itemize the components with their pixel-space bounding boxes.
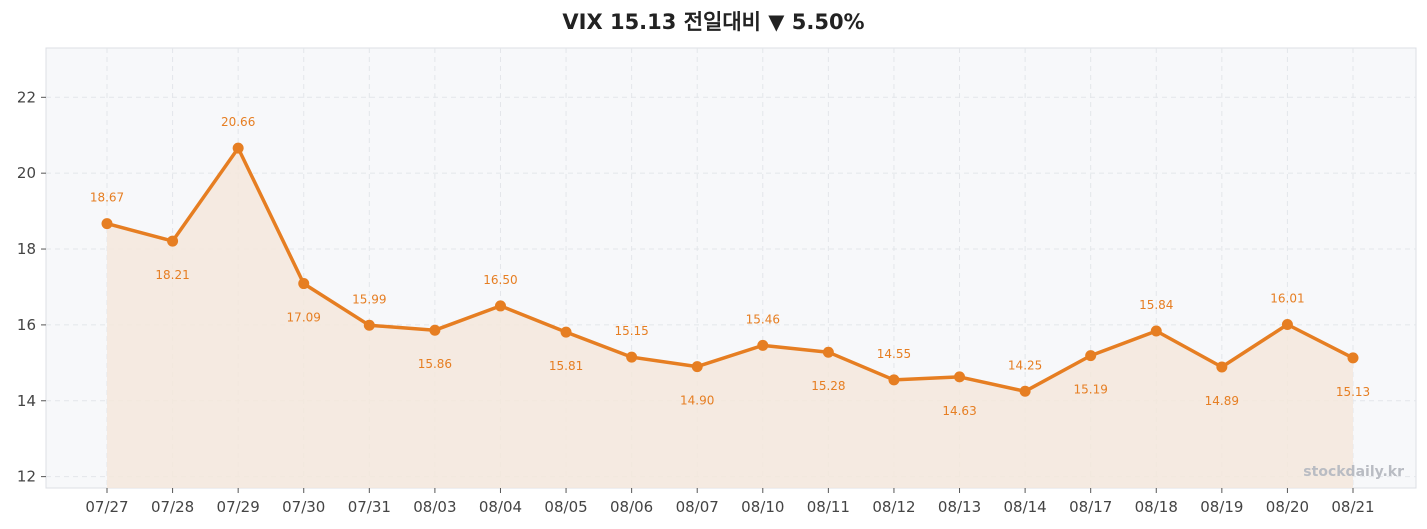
- data-point: [888, 374, 900, 386]
- x-tick-label: 08/11: [807, 498, 850, 516]
- y-tick-label: 20: [17, 164, 36, 182]
- y-tick-label: 14: [17, 392, 36, 410]
- x-tick-label: 08/21: [1331, 498, 1374, 516]
- data-point: [1281, 319, 1293, 331]
- y-tick-label: 18: [17, 240, 36, 258]
- data-label: 18.67: [90, 191, 124, 205]
- data-point: [822, 346, 834, 358]
- y-tick-label: 16: [17, 316, 36, 334]
- data-label: 15.15: [614, 324, 648, 338]
- watermark-text: stockdaily.kr: [1303, 464, 1404, 480]
- data-point: [298, 278, 310, 290]
- data-label: 15.84: [1139, 298, 1173, 312]
- data-label: 14.89: [1205, 394, 1239, 408]
- data-point: [363, 319, 375, 331]
- x-tick-label: 08/18: [1135, 498, 1178, 516]
- data-point: [757, 339, 769, 351]
- y-tick-label: 22: [17, 88, 36, 106]
- chart-title: VIX 15.13 전일대비 ▼ 5.50%: [562, 10, 865, 34]
- x-tick-label: 08/17: [1069, 498, 1112, 516]
- data-point: [1150, 325, 1162, 337]
- x-tick-label: 08/07: [676, 498, 719, 516]
- x-tick-label: 07/27: [85, 498, 128, 516]
- y-tick-label: 12: [17, 468, 36, 486]
- data-point: [429, 324, 441, 336]
- data-label: 15.86: [418, 357, 452, 371]
- data-point: [1216, 361, 1228, 373]
- data-label: 15.13: [1336, 385, 1370, 399]
- data-label: 15.81: [549, 359, 583, 373]
- x-tick-label: 07/30: [282, 498, 325, 516]
- data-label: 20.66: [221, 115, 255, 129]
- data-label: 15.99: [352, 292, 386, 306]
- x-tick-label: 08/03: [413, 498, 456, 516]
- x-tick-label: 08/13: [938, 498, 981, 516]
- data-label: 14.25: [1008, 358, 1042, 372]
- x-tick-label: 08/14: [1003, 498, 1046, 516]
- x-tick-label: 08/04: [479, 498, 522, 516]
- data-point: [494, 300, 506, 312]
- data-label: 14.55: [877, 347, 911, 361]
- x-tick-label: 07/31: [348, 498, 391, 516]
- x-tick-label: 08/10: [741, 498, 784, 516]
- data-label: 17.09: [287, 311, 321, 325]
- data-point: [1347, 352, 1359, 364]
- data-label: 16.01: [1270, 292, 1304, 306]
- series-line: [106, 146, 1354, 394]
- data-points: [101, 142, 1359, 397]
- x-tick-label: 07/28: [151, 498, 194, 516]
- y-axis-ticks: 12 14 16 18 20 22: [17, 88, 46, 486]
- data-point: [560, 326, 572, 338]
- data-label: 15.19: [1074, 383, 1108, 397]
- data-point: [1019, 385, 1031, 397]
- data-point: [101, 218, 113, 230]
- x-tick-label: 08/05: [544, 498, 587, 516]
- data-labels: 18.67 18.21 20.66 17.09 15.99 15.86 16.50 15.81…: [90, 115, 1370, 418]
- data-label: 14.90: [680, 394, 714, 408]
- data-point: [626, 351, 638, 363]
- x-tick-label: 08/19: [1200, 498, 1243, 516]
- data-point: [1085, 350, 1097, 362]
- data-point: [691, 361, 703, 373]
- x-tick-label: 08/12: [872, 498, 915, 516]
- data-point: [232, 142, 244, 154]
- data-point: [954, 371, 966, 383]
- data-label: 15.46: [746, 312, 780, 326]
- x-axis-ticks: 07/27 07/28 07/29 07/30 07/31 08/03 08/04 08/05…: [85, 488, 1375, 516]
- x-tick-label: 08/20: [1266, 498, 1309, 516]
- data-point: [167, 235, 179, 247]
- data-label: 18.21: [155, 268, 189, 282]
- x-tick-label: 08/06: [610, 498, 653, 516]
- area-fill: [107, 148, 1353, 488]
- data-label: 15.28: [811, 379, 845, 393]
- data-label: 16.50: [483, 273, 517, 287]
- data-label: 14.63: [942, 404, 976, 418]
- x-tick-label: 07/29: [217, 498, 260, 516]
